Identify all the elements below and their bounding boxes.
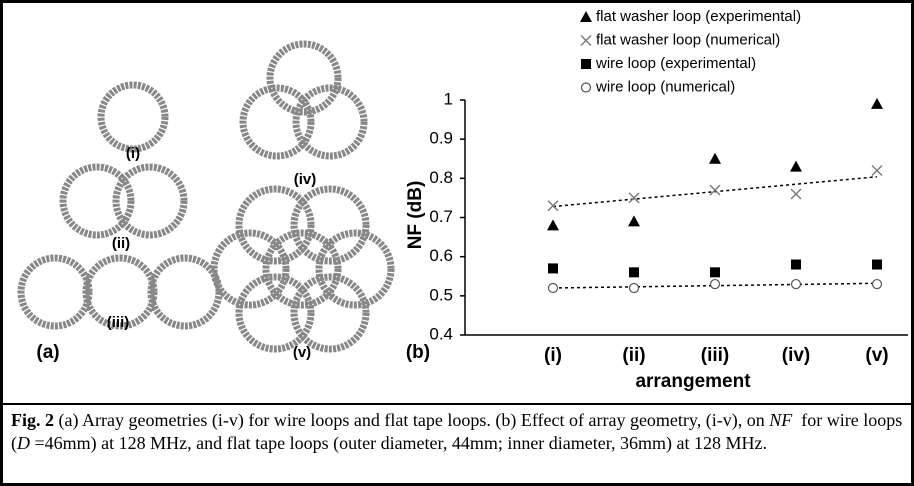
square-marker	[710, 267, 720, 278]
x-tick-label: (ii)	[622, 345, 645, 366]
triangle-marker	[580, 11, 592, 22]
geometry-label: (iii)	[107, 314, 130, 331]
geometry-label: (iv)	[294, 171, 317, 188]
square-marker	[581, 59, 591, 69]
x-tick-label: (iv)	[782, 345, 811, 366]
caption-text: (a) Array geometries (i-v) for wire loop…	[54, 410, 770, 430]
cross-marker	[709, 184, 721, 196]
panel-label: (b)	[406, 342, 430, 363]
loop	[112, 163, 188, 239]
loop	[210, 229, 290, 309]
circle-marker	[580, 82, 592, 93]
square-marker	[629, 267, 639, 278]
geometry-label: (ii)	[112, 235, 130, 252]
triangle-marker	[871, 97, 883, 109]
triangle-marker	[709, 152, 721, 164]
y-tick-label: 0.7	[429, 207, 453, 226]
caption-text: =46mm) at 128 MHz, and flat tape loops (…	[30, 433, 768, 453]
circle-marker	[628, 282, 640, 294]
x-axis-label: arrangement	[635, 371, 751, 392]
y-axis-label: NF (dB)	[405, 181, 426, 250]
loop	[235, 273, 315, 353]
caption-text: for wire loops (	[11, 410, 907, 453]
cross-marker	[547, 200, 559, 212]
loop	[315, 229, 395, 309]
loop-geometries	[17, 40, 395, 353]
geometry-label: (i)	[126, 145, 140, 162]
loop	[292, 84, 368, 160]
legend-label: flat washer loop (experimental)	[596, 8, 801, 25]
circle-marker	[547, 282, 559, 294]
circle-marker	[871, 278, 883, 290]
trend-line	[552, 176, 878, 208]
square-marker	[872, 259, 882, 270]
triangle-marker	[547, 219, 559, 231]
circle-marker	[709, 278, 721, 290]
legend-label: wire loop (numerical)	[595, 78, 735, 95]
loop	[17, 254, 93, 330]
figure-panels: (i) (ii) (iii) (iv) (v) (a) (b) NF (dB) …	[17, 8, 908, 392]
loop	[97, 81, 169, 153]
y-tick-label: 0.6	[429, 246, 453, 265]
triangle-marker	[790, 160, 802, 172]
panel-label: (a)	[36, 342, 59, 363]
circle-marker	[790, 278, 802, 290]
y-tick-label: 0.5	[429, 285, 453, 304]
cross-marker	[628, 192, 640, 204]
y-tick-label: 1	[444, 89, 453, 108]
loop	[239, 84, 315, 160]
loop	[59, 163, 135, 239]
cross-marker	[790, 188, 802, 200]
cross-marker	[871, 165, 883, 176]
y-tick-label: 0.8	[429, 168, 453, 187]
triangle-marker	[628, 215, 640, 227]
square-marker	[791, 259, 801, 270]
loop	[262, 229, 342, 309]
loop	[235, 185, 315, 265]
loop	[290, 273, 370, 353]
x-tick-label: (iii)	[701, 345, 730, 366]
caption-text: NF	[769, 410, 793, 430]
x-tick-label: (v)	[865, 345, 888, 366]
loop	[147, 254, 223, 330]
caption-text: D	[17, 433, 30, 453]
y-tick-label: 0.9	[429, 129, 453, 148]
square-marker	[548, 263, 558, 274]
geometry-label: (v)	[293, 344, 311, 361]
cross-marker	[580, 35, 592, 46]
x-tick-label: (i)	[544, 345, 562, 366]
legend-label: flat washer loop (numerical)	[596, 31, 780, 48]
loop	[290, 185, 370, 265]
caption: Fig. 2 (a) Array geometries (i-v) for wi…	[3, 403, 911, 483]
legend-label: wire loop (experimental)	[595, 55, 756, 72]
caption-label: Fig. 2	[11, 410, 54, 430]
y-tick-label: 0.4	[429, 324, 453, 343]
loop	[266, 40, 342, 116]
